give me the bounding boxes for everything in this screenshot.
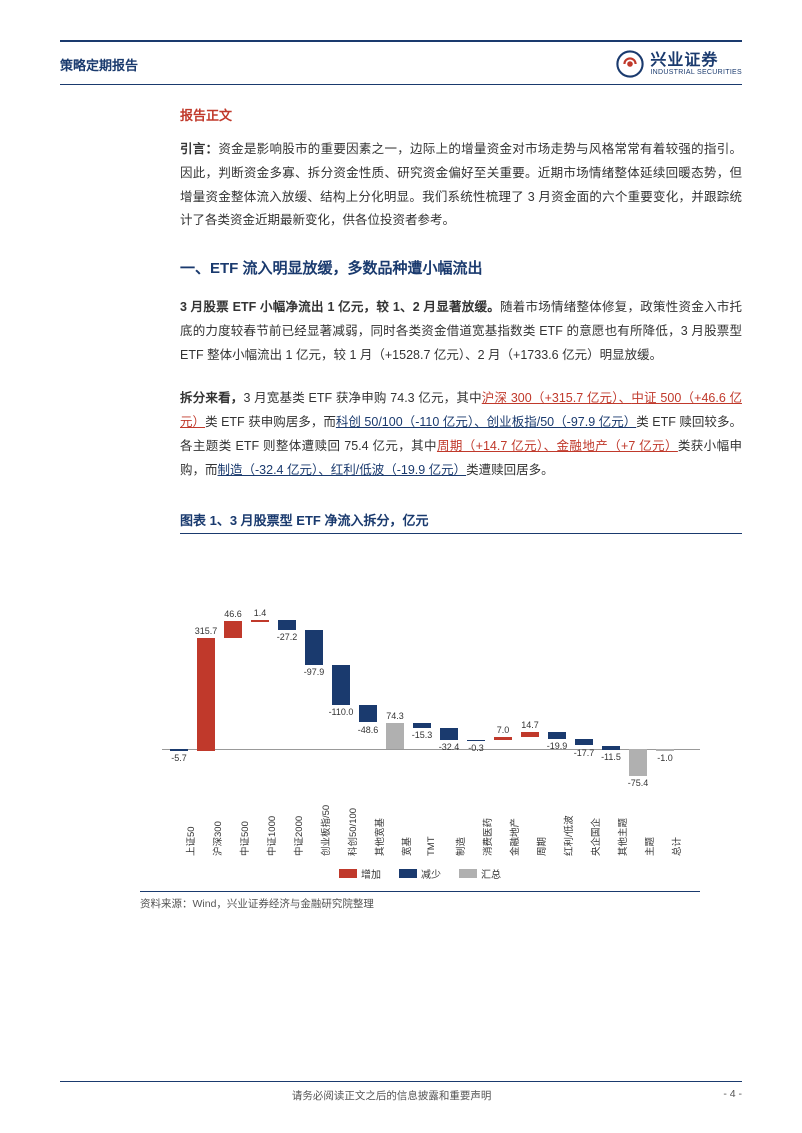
chart-x-label: 央企国企 — [588, 818, 602, 856]
chart-legend: 增加 减少 汇总 — [140, 866, 700, 881]
p2-lead: 拆分来看， — [180, 391, 243, 405]
paragraph-1: 3 月股票 ETF 小幅净流出 1 亿元，较 1、2 月显著放缓。随着市场情绪整… — [180, 296, 742, 367]
chart-title-rule — [180, 533, 742, 534]
chart-x-label: 科创50/100 — [345, 808, 359, 856]
header-rule — [60, 84, 742, 85]
chart-bar — [467, 740, 485, 742]
legend-swatch — [339, 869, 357, 878]
chart-bar — [440, 728, 458, 740]
content: 报告正文 引言：资金是影响股市的重要因素之一，边际上的增量资金对市场走势与风格常… — [60, 105, 742, 911]
chart-bar — [305, 630, 323, 665]
chart-value-label: 1.4 — [240, 608, 280, 618]
footer: 请务必阅读正文之后的信息披露和重要声明 - 4 - — [60, 1081, 742, 1103]
intro-text: 资金是影响股市的重要因素之一，边际上的增量资金对市场走势与风格常常有着较强的指引… — [180, 142, 742, 227]
chart-x-label: 创业板指/50 — [318, 805, 332, 856]
p2-b: 类 ETF 获申购居多，而 — [205, 415, 336, 429]
waterfall-chart: -5.7315.746.61.4-27.2-97.9-110.0-48.674.… — [140, 544, 700, 911]
chart-value-label: 315.7 — [186, 626, 226, 636]
legend-swatch — [459, 869, 477, 878]
p2-kc: 科创 50/100（-110 亿元）、创业板指/50（-97.9 亿元） — [336, 415, 636, 429]
legend-label: 减少 — [421, 866, 441, 881]
legend-swatch — [399, 869, 417, 878]
p2-zz: 制造（-32.4 亿元）、红利/低波（-19.9 亿元） — [218, 463, 467, 477]
p2-a: 3 月宽基类 ETF 获净申购 74.3 亿元，其中 — [243, 391, 481, 405]
chart-source: 资料来源：Wind，兴业证券经济与金融研究院整理 — [140, 896, 700, 911]
chart-x-label: 金融地产 — [507, 818, 521, 856]
chart-value-label: -5.7 — [159, 753, 199, 763]
brand-cn: 兴业证券 — [650, 53, 742, 69]
footer-page: - 4 - — [723, 1088, 742, 1103]
logo-icon — [616, 50, 644, 78]
chart-bar — [170, 749, 188, 751]
chart-bar — [278, 620, 296, 630]
chart-bar — [332, 665, 350, 705]
chart-bar — [413, 723, 431, 729]
header: 策略定期报告 兴业证券 INDUSTRIAL SECURITIES — [60, 50, 742, 78]
chart-bar — [494, 737, 512, 740]
chart-bar — [575, 739, 593, 745]
brand-text: 兴业证券 INDUSTRIAL SECURITIES — [650, 53, 742, 76]
chart-value-label: -27.2 — [267, 632, 307, 642]
chart-value-label: 74.3 — [375, 711, 415, 721]
chart-x-label: 其他宽基 — [372, 818, 386, 856]
legend-item: 汇总 — [459, 866, 501, 881]
chart-value-label: -48.6 — [348, 725, 388, 735]
section-heading: 一、ETF 流入明显放缓，多数品种遭小幅流出 — [180, 257, 742, 278]
intro-paragraph: 引言：资金是影响股市的重要因素之一，边际上的增量资金对市场走势与风格常常有着较强… — [180, 138, 742, 233]
chart-plot-area: -5.7315.746.61.4-27.2-97.9-110.0-48.674.… — [140, 544, 700, 804]
chart-value-label: -75.4 — [618, 778, 658, 788]
p2-zq: 周期（+14.7 亿元）、金融地产（+7 亿元） — [437, 439, 678, 453]
page: 策略定期报告 兴业证券 INDUSTRIAL SECURITIES 报告正文 引… — [0, 0, 802, 1133]
footer-disclaimer: 请务必阅读正文之后的信息披露和重要声明 — [292, 1088, 492, 1103]
chart-bar — [656, 749, 674, 751]
chart-x-label: 消费医药 — [480, 818, 494, 856]
chart-x-label: 周期 — [534, 837, 548, 856]
report-type: 策略定期报告 — [60, 55, 138, 74]
chart-x-label: 制造 — [453, 837, 467, 856]
brand-logo: 兴业证券 INDUSTRIAL SECURITIES — [616, 50, 742, 78]
legend-item: 减少 — [399, 866, 441, 881]
footer-rule — [60, 1081, 742, 1082]
chart-bar — [602, 746, 620, 750]
chart-x-label: 沪深300 — [210, 821, 224, 856]
chart-bar — [197, 638, 215, 752]
chart-value-label: -0.3 — [456, 743, 496, 753]
chart-x-label: 红利/低波 — [561, 816, 575, 857]
chart-value-label: -110.0 — [321, 707, 361, 717]
chart-value-label: -11.5 — [591, 752, 631, 762]
chart-value-label: -97.9 — [294, 667, 334, 677]
chart-bar — [521, 732, 539, 737]
source-rule — [140, 891, 700, 892]
paragraph-2: 拆分来看，3 月宽基类 ETF 获净申购 74.3 亿元，其中沪深 300（+3… — [180, 387, 742, 482]
chart-value-label: 14.7 — [510, 720, 550, 730]
legend-label: 增加 — [361, 866, 381, 881]
chart-value-label: -1.0 — [645, 753, 685, 763]
top-rule — [60, 40, 742, 42]
chart-bar — [251, 620, 269, 622]
chart-value-label: -15.3 — [402, 730, 442, 740]
intro-lead: 引言： — [180, 142, 218, 156]
p2-hs300: 沪深 300（+315.7 亿元）、 — [482, 391, 632, 405]
chart-bar — [224, 621, 242, 638]
chart-x-label: 宽基 — [399, 837, 413, 856]
chart-x-label: TMT — [426, 837, 437, 857]
section-label: 报告正文 — [180, 105, 742, 124]
chart-x-labels: 上证50 沪深300 中证500 中证1000 中证2000 创业板指/50 科创50/10… — [140, 804, 700, 864]
chart-x-label: 中证1000 — [264, 816, 278, 856]
legend-label: 汇总 — [481, 866, 501, 881]
chart-x-label: 总计 — [669, 837, 683, 856]
chart-x-label: 上证50 — [183, 827, 197, 857]
p2-e: 类遭赎回居多。 — [466, 463, 554, 477]
legend-item: 增加 — [339, 866, 381, 881]
chart-x-label: 其他主题 — [615, 818, 629, 856]
chart-bar — [548, 732, 566, 739]
chart-title: 图表 1、3 月股票型 ETF 净流入拆分，亿元 — [180, 510, 742, 529]
chart-x-label: 主题 — [642, 837, 656, 856]
chart-x-label: 中证500 — [237, 821, 251, 856]
brand-en: INDUSTRIAL SECURITIES — [650, 69, 742, 76]
p1-lead: 3 月股票 ETF 小幅净流出 1 亿元，较 1、2 月显著放缓。 — [180, 300, 500, 314]
chart-x-label: 中证2000 — [291, 816, 305, 856]
